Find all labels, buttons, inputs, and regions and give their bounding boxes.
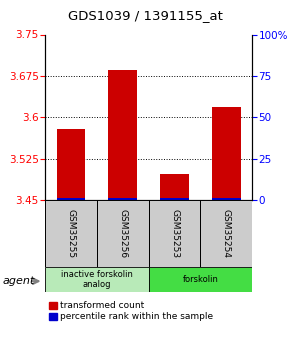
Text: forskolin: forskolin [182, 275, 218, 284]
Bar [212, 107, 241, 200]
Bar [57, 198, 85, 200]
Bar [212, 198, 241, 200]
Bar [148, 267, 252, 292]
Bar [160, 198, 189, 200]
Text: GSM35253: GSM35253 [170, 209, 179, 258]
Bar [45, 267, 148, 292]
Bar [148, 200, 200, 267]
Bar [108, 198, 137, 200]
Bar [57, 129, 85, 200]
Bar [148, 200, 200, 267]
Legend: transformed count, percentile rank within the sample: transformed count, percentile rank withi… [50, 301, 213, 322]
Text: GSM35254: GSM35254 [222, 209, 231, 258]
Text: inactive forskolin
analog: inactive forskolin analog [61, 270, 133, 289]
Text: GDS1039 / 1391155_at: GDS1039 / 1391155_at [68, 9, 222, 22]
Bar [45, 200, 97, 267]
Text: agent: agent [3, 276, 35, 286]
Text: GSM35256: GSM35256 [118, 209, 127, 258]
Bar [160, 174, 189, 200]
Bar [45, 200, 97, 267]
Bar [200, 200, 252, 267]
Bar [97, 200, 148, 267]
Text: GSM35255: GSM35255 [66, 209, 75, 258]
Bar [200, 200, 252, 267]
Bar [97, 200, 148, 267]
Bar [108, 70, 137, 200]
